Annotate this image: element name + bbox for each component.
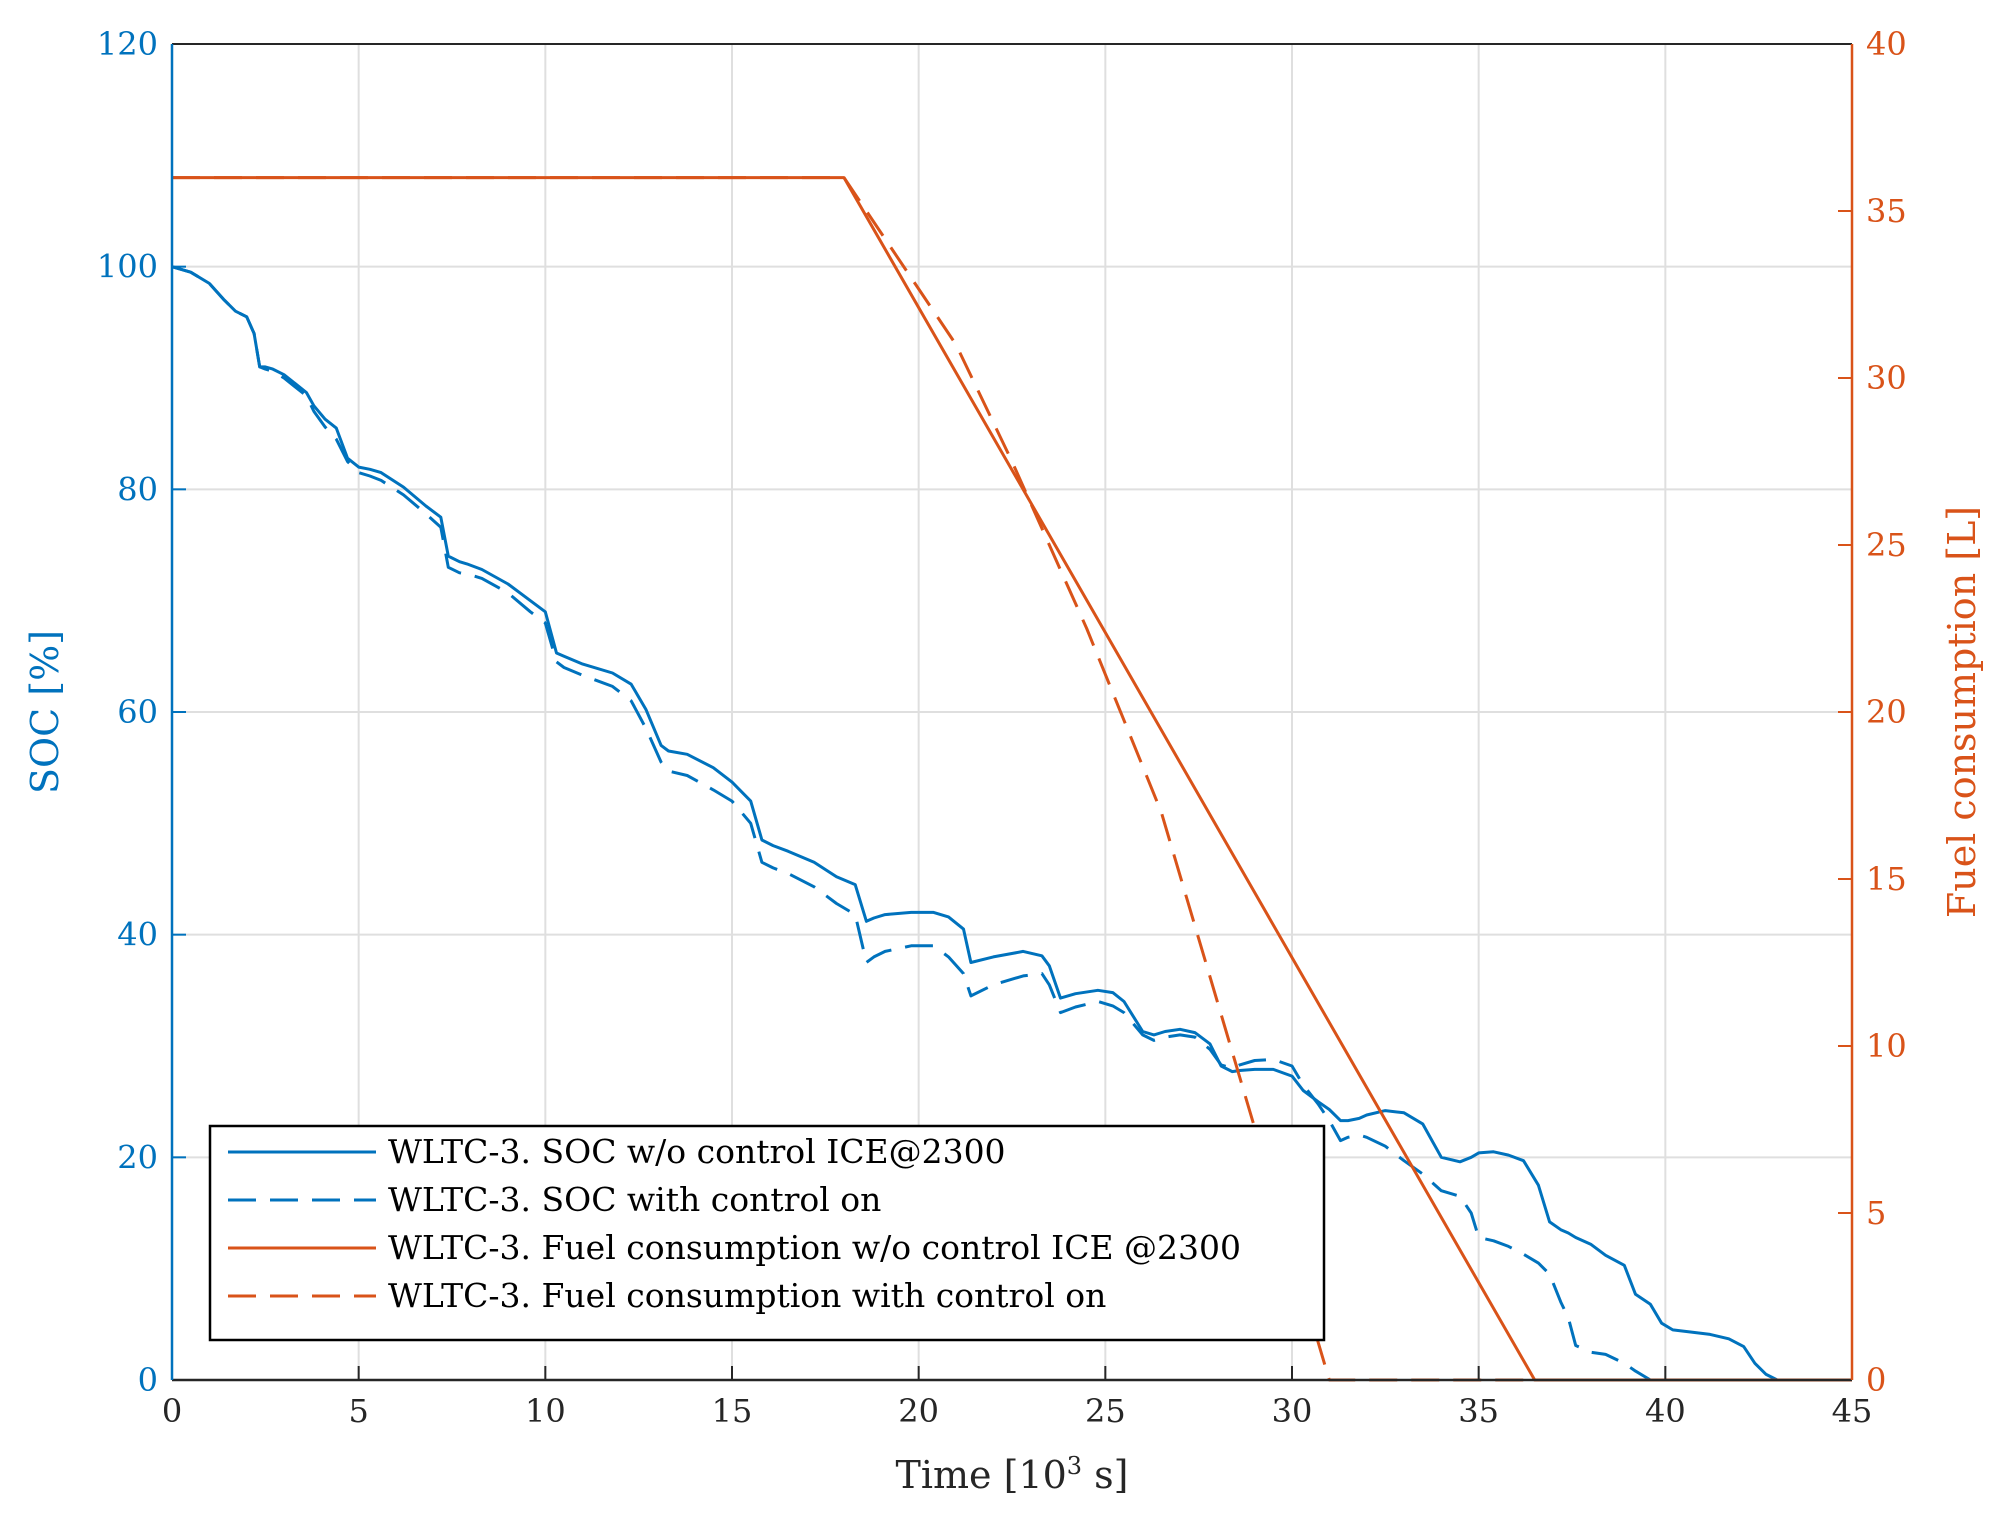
x-tick-label: 20: [898, 1392, 939, 1430]
x-tick-label: 40: [1645, 1392, 1686, 1430]
y-left-tick-label: 60: [117, 693, 158, 731]
y-axis-right-label: Fuel consumption [L]: [1940, 506, 1984, 918]
x-tick-label: 30: [1272, 1392, 1313, 1430]
y-left-tick-label: 20: [117, 1138, 158, 1176]
y-right-tick-label: 30: [1866, 359, 1907, 397]
x-tick-label: 35: [1458, 1392, 1499, 1430]
y-axis-left-label: SOC [%]: [23, 630, 67, 794]
x-tick-label: 10: [525, 1392, 566, 1430]
x-tick-label: 45: [1832, 1392, 1873, 1430]
legend: WLTC-3. SOC w/o control ICE@2300 WLTC-3.…: [208, 1124, 1326, 1342]
y-left-tick-label: 40: [117, 916, 158, 954]
y-left-tick-label: 0: [138, 1361, 158, 1399]
series-fuel-with-control: [172, 176, 1852, 1382]
x-axis-label: Time [103 s]: [896, 1452, 1129, 1497]
x-tick-label: 0: [162, 1392, 182, 1430]
x-tick-label: 5: [348, 1392, 368, 1430]
series-soc-without-control: [171, 265, 1852, 1382]
y-right-tick-label: 10: [1866, 1027, 1907, 1065]
legend-label-soc-solid: WLTC-3. SOC w/o control ICE@2300: [388, 1132, 1006, 1171]
y-right-tick-label: 15: [1866, 860, 1907, 898]
y-left-tick-label: 80: [117, 470, 158, 508]
tick-labels: 0 5 10 15 20 25 30 35 40 450204060801001200510152…: [97, 25, 1907, 1430]
legend-label-soc-dashed: WLTC-3. SOC with control on: [388, 1180, 881, 1219]
y-left-tick-label: 100: [97, 248, 158, 286]
axes: [170, 43, 1854, 1382]
y-right-tick-label: 5: [1866, 1194, 1886, 1232]
y-right-tick-label: 35: [1866, 192, 1907, 230]
series-soc-with-control: [171, 265, 1652, 1382]
y-right-tick-label: 40: [1866, 25, 1907, 63]
x-tick-label: 25: [1085, 1392, 1126, 1430]
y-left-tick-label: 120: [97, 25, 158, 63]
legend-label-fuel-solid: WLTC-3. Fuel consumption w/o control ICE…: [388, 1228, 1241, 1267]
y-right-tick-label: 25: [1866, 526, 1907, 564]
legend-label-fuel-dashed: WLTC-3. Fuel consumption with control on: [388, 1276, 1106, 1315]
legend-box: [208, 1124, 1326, 1342]
x-tick-label: 15: [712, 1392, 753, 1430]
y-right-tick-label: 0: [1866, 1361, 1886, 1399]
y-right-tick-label: 20: [1866, 693, 1907, 731]
